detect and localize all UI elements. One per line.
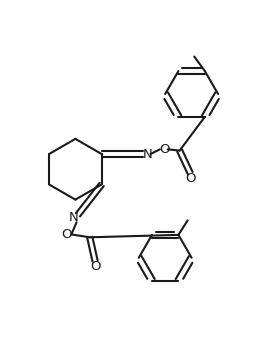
Text: O: O	[61, 228, 71, 241]
Text: N: N	[143, 147, 152, 161]
Text: O: O	[90, 260, 100, 273]
Text: N: N	[68, 211, 78, 224]
Text: O: O	[185, 172, 195, 185]
Text: O: O	[159, 143, 170, 156]
